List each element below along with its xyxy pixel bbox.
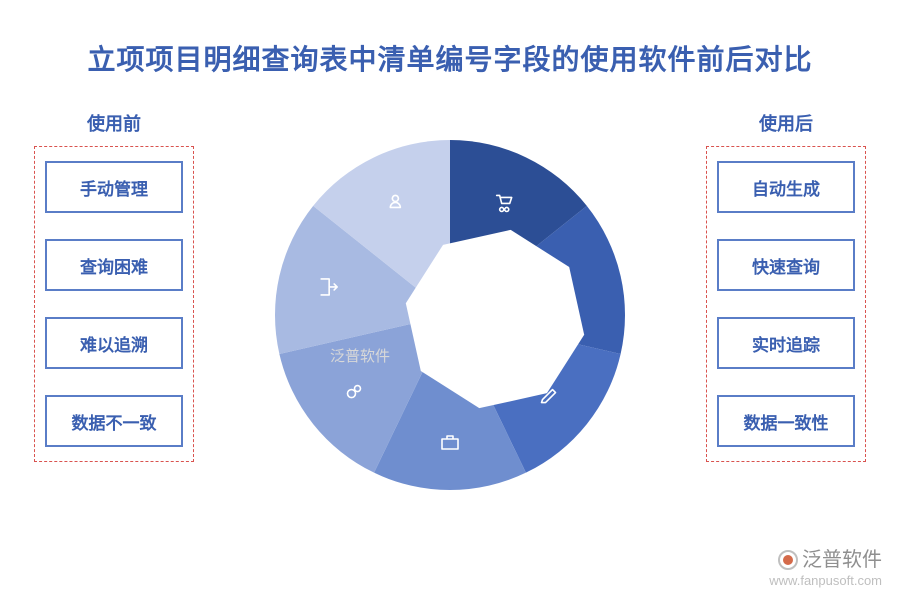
before-body: 手动管理 查询困难 难以追溯 数据不一致 <box>34 146 194 462</box>
before-item: 难以追溯 <box>45 317 183 369</box>
after-item: 快速查询 <box>717 239 855 291</box>
watermark-brand: 泛普软件 <box>802 549 882 571</box>
before-header: 使用前 <box>34 110 194 136</box>
after-item: 实时追踪 <box>717 317 855 369</box>
center-pie-chart: 泛普软件 <box>270 135 630 495</box>
before-column: 使用前 手动管理 查询困难 难以追溯 数据不一致 <box>34 110 194 462</box>
watermark-url: www.fanpusoft.com <box>769 573 882 590</box>
after-item: 数据一致性 <box>717 395 855 447</box>
before-item: 数据不一致 <box>45 395 183 447</box>
after-body: 自动生成 快速查询 实时追踪 数据一致性 <box>706 146 866 462</box>
before-item: 查询困难 <box>45 239 183 291</box>
after-header: 使用后 <box>706 110 866 136</box>
center-watermark: 泛普软件 <box>330 345 390 366</box>
watermark: 泛普软件 www.fanpusoft.com <box>769 547 882 590</box>
logo-icon <box>778 550 798 570</box>
after-column: 使用后 自动生成 快速查询 实时追踪 数据一致性 <box>706 110 866 462</box>
after-item: 自动生成 <box>717 161 855 213</box>
before-item: 手动管理 <box>45 161 183 213</box>
page-title: 立项项目明细查询表中清单编号字段的使用软件前后对比 <box>0 0 900 78</box>
